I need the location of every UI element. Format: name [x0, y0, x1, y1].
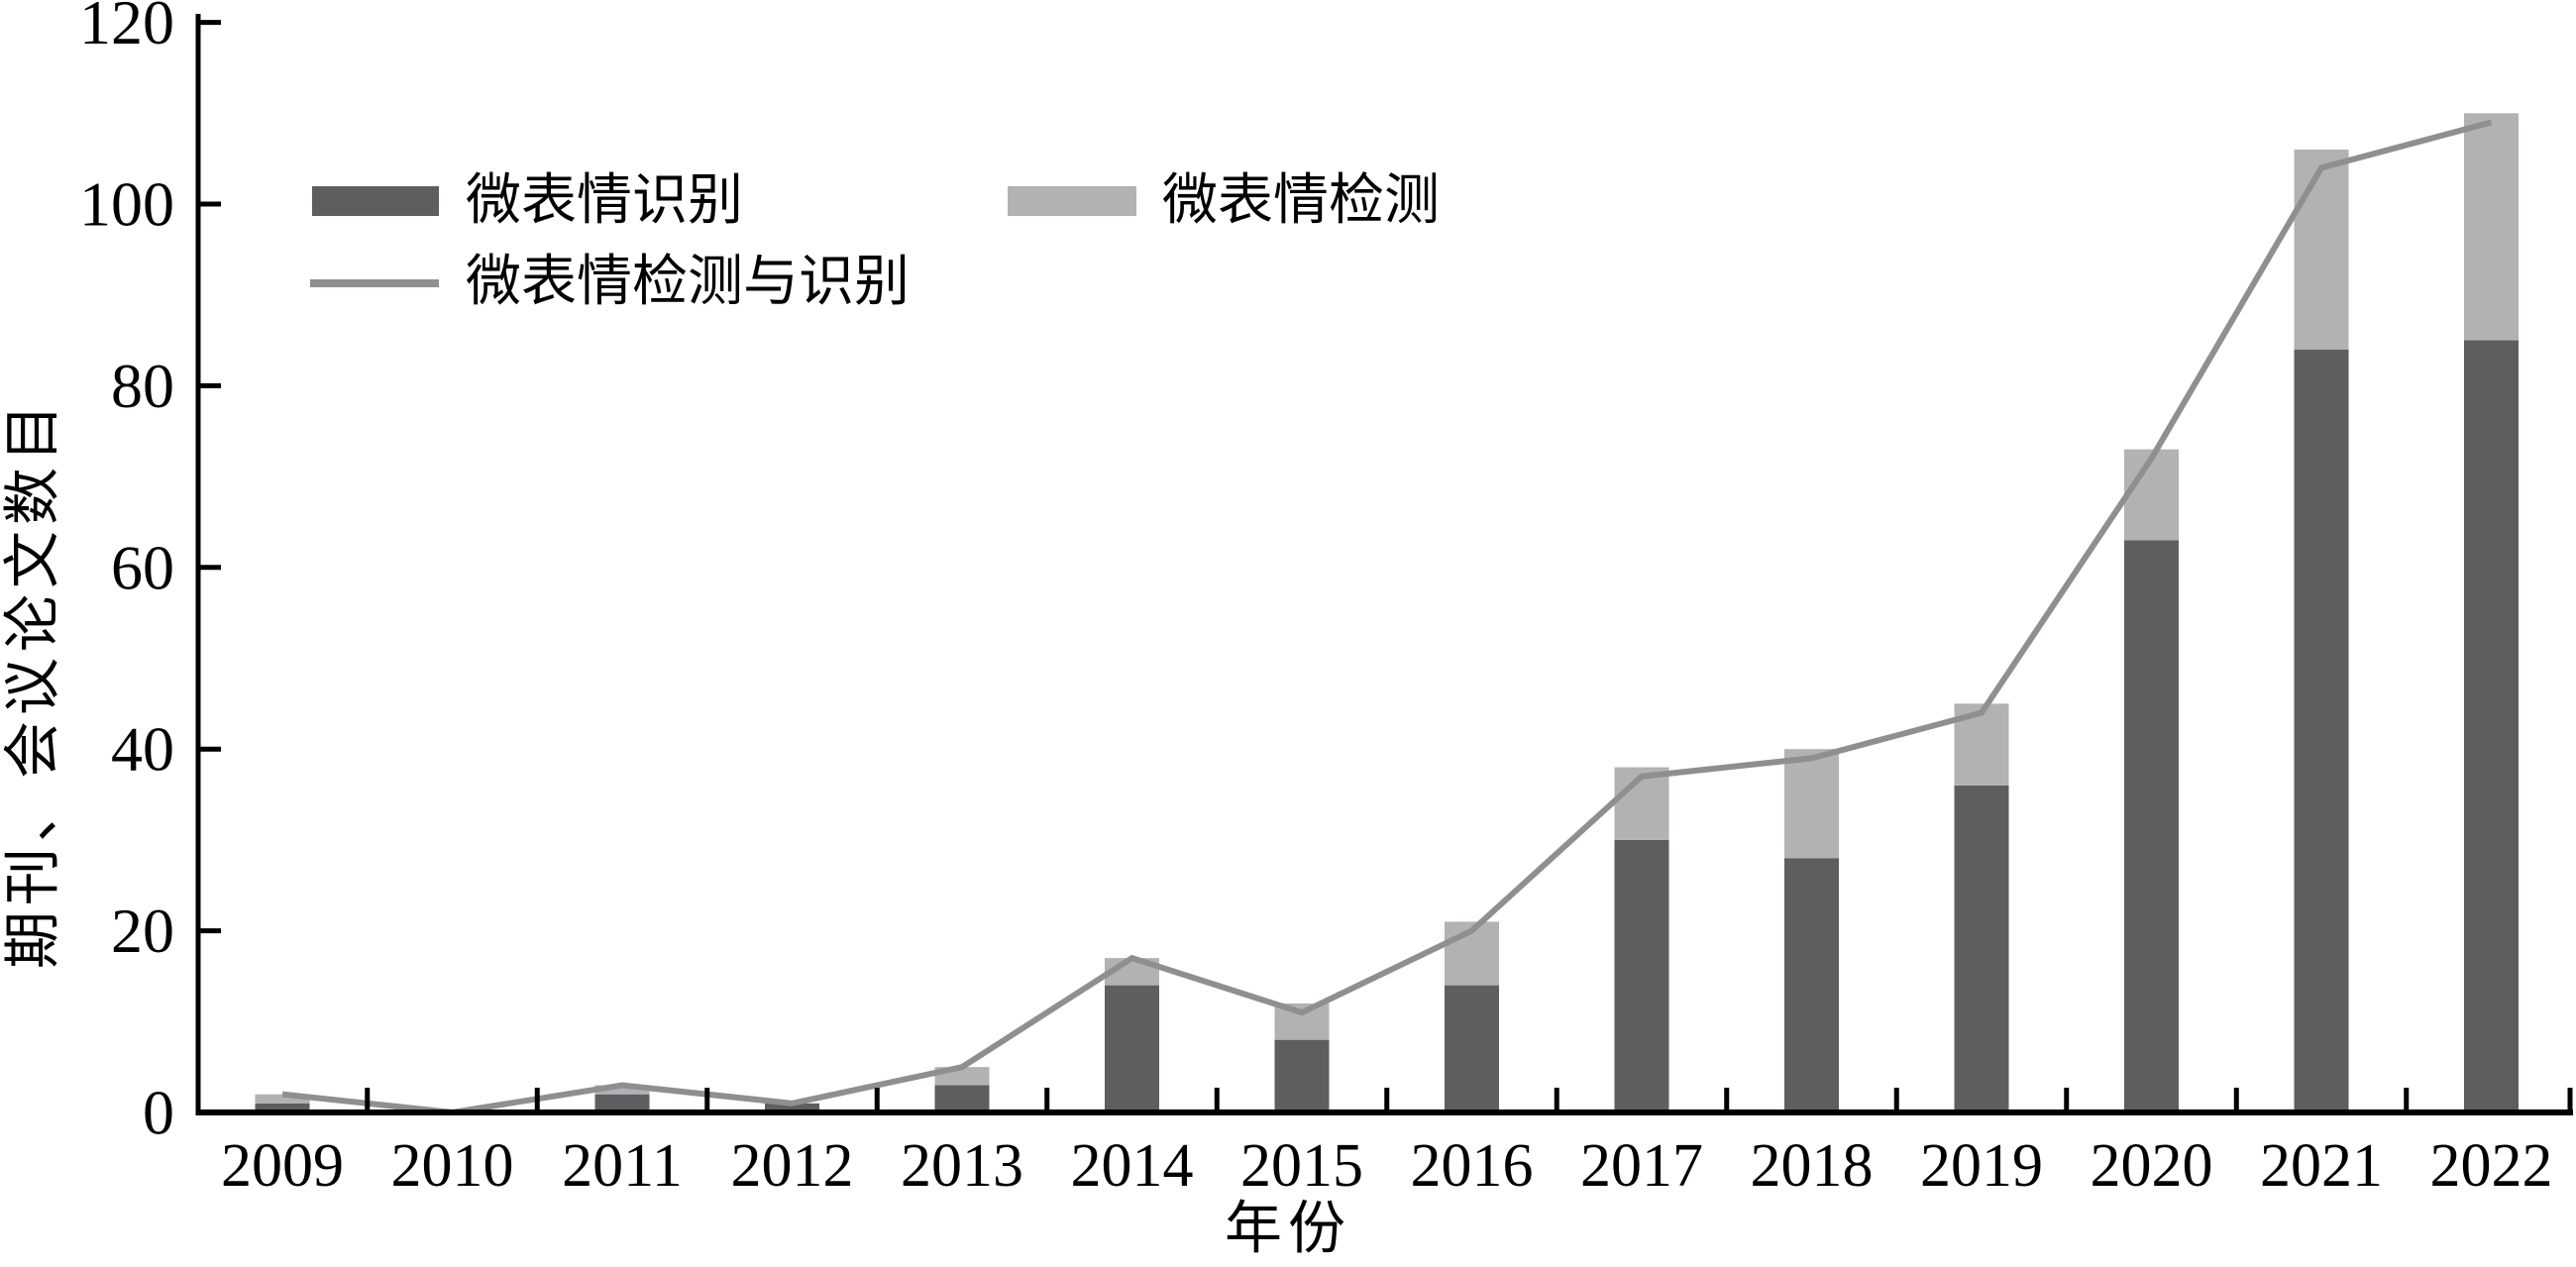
y-tick-label-20: 20: [111, 896, 174, 966]
x-tick-label-2009: 2009: [221, 1132, 344, 1200]
legend-label-detection: 微表情检测: [1162, 170, 1440, 232]
bar-2015-recognition: [1274, 1039, 1330, 1112]
bar-2016-recognition: [1445, 985, 1499, 1112]
bar-2017-recognition: [1614, 839, 1669, 1112]
bar-2019-recognition: [1954, 785, 2009, 1112]
bar-2020-recognition: [2124, 540, 2179, 1112]
y-tick-label-40: 40: [111, 714, 174, 785]
legend-swatch-recognition: [312, 186, 439, 216]
x-tick-label-2019: 2019: [1920, 1132, 2043, 1200]
bar-2011-recognition: [594, 1094, 650, 1112]
x-tick-label-2010: 2010: [391, 1132, 514, 1200]
y-tick-label-0: 0: [143, 1078, 174, 1148]
bar-2009-recognition: [255, 1103, 310, 1112]
y-tick-label-60: 60: [111, 532, 174, 602]
bar-2018-detection: [1784, 749, 1839, 859]
x-axis-title: 年份: [1225, 1197, 1351, 1261]
legend-label-both: 微表情检测与识别: [466, 252, 910, 313]
bar-2011-detection: [594, 1085, 650, 1095]
bar-2014-recognition: [1105, 985, 1159, 1112]
x-tick-label-2018: 2018: [1751, 1132, 1874, 1200]
x-tick-label-2011: 2011: [562, 1132, 683, 1200]
y-axis-title: 期刊、会议论文数目: [1, 398, 65, 969]
x-tick-label-2020: 2020: [2091, 1132, 2213, 1200]
bar-2022-detection: [2464, 113, 2519, 341]
x-tick-label-2017: 2017: [1580, 1132, 1703, 1200]
bar-2018-recognition: [1784, 858, 1839, 1112]
bar-2021-detection: [2294, 149, 2349, 350]
bar-2022-recognition: [2464, 340, 2519, 1112]
x-tick-label-2016: 2016: [1411, 1132, 1534, 1200]
x-tick-label-2022: 2022: [2430, 1132, 2553, 1200]
bar-2009-detection: [255, 1094, 310, 1104]
bar-2021-recognition: [2294, 349, 2349, 1113]
legend-swatch-detection: [1008, 186, 1136, 216]
trend-line: [281, 119, 2493, 1116]
y-tick-label-120: 120: [79, 0, 174, 57]
x-tick-label-2015: 2015: [1240, 1132, 1363, 1200]
bar-2013-recognition: [934, 1085, 990, 1112]
x-tick-label-2013: 2013: [901, 1132, 1023, 1200]
x-tick-label-2012: 2012: [731, 1132, 854, 1200]
x-tick-label-2021: 2021: [2260, 1132, 2383, 1200]
x-tick-label-2014: 2014: [1071, 1132, 1194, 1200]
y-tick-label-80: 80: [111, 351, 174, 421]
y-tick-label-100: 100: [79, 169, 174, 240]
legend-label-recognition: 微表情识别: [466, 170, 743, 232]
bar-2020-detection: [2124, 449, 2179, 541]
bar-2012-recognition: [765, 1103, 819, 1112]
